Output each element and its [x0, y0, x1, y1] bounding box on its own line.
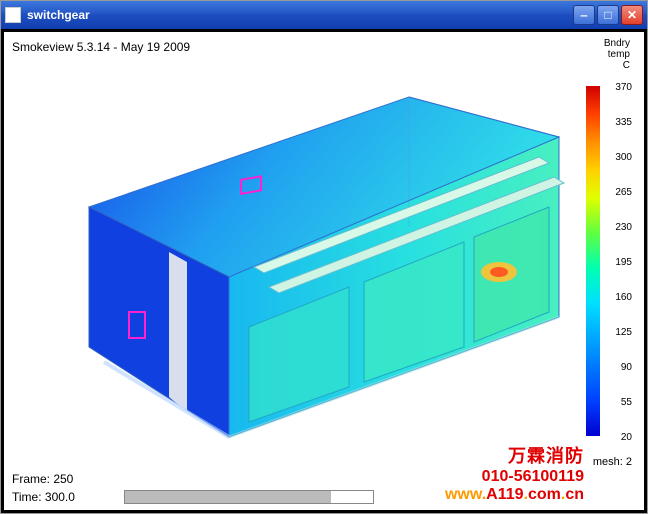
frame-label: Frame: 250	[12, 472, 73, 486]
legend-scale-labels: 370 335 300 265 230 195 160 125 90 55 20	[602, 82, 632, 440]
watermark-line1: 万霖消防	[445, 442, 584, 468]
app-icon	[5, 7, 21, 23]
legend-colorbar	[586, 86, 600, 436]
legend-title: Bndry temp C	[604, 38, 630, 71]
titlebar[interactable]: switchgear ‒ □ ✕	[1, 1, 647, 29]
legend-tick: 230	[615, 222, 632, 233]
legend-title-line: temp	[604, 49, 630, 60]
watermark-url: www.A119.com.cn	[445, 486, 584, 504]
version-text: Smokeview 5.3.14 - May 19 2009	[12, 40, 190, 54]
legend-tick: 370	[615, 82, 632, 93]
app-window: switchgear ‒ □ ✕ Smokeview 5.3.14 - May …	[0, 0, 648, 514]
client-area: Smokeview 5.3.14 - May 19 2009	[1, 29, 647, 513]
maximize-button[interactable]: □	[597, 5, 619, 25]
watermark: 万霖消防 010-56100119 www.A119.com.cn	[445, 442, 584, 504]
legend-tick: 300	[615, 152, 632, 163]
legend-title-line: Bndry	[604, 38, 630, 49]
close-button[interactable]: ✕	[621, 5, 643, 25]
legend-tick: 125	[615, 327, 632, 338]
legend-tick: 90	[621, 362, 632, 373]
watermark-line2: 010-56100119	[445, 468, 584, 486]
legend-tick: 265	[615, 187, 632, 198]
window-title: switchgear	[27, 8, 573, 22]
time-progress-fill	[125, 491, 331, 503]
thermal-3d-view[interactable]	[19, 77, 569, 457]
legend-tick: 160	[615, 292, 632, 303]
legend-title-line: C	[604, 60, 630, 71]
legend-tick: 20	[621, 432, 632, 443]
legend-tick: 195	[615, 257, 632, 268]
render-canvas[interactable]: Smokeview 5.3.14 - May 19 2009	[4, 32, 644, 510]
legend-tick: 335	[615, 117, 632, 128]
legend-tick: 55	[621, 397, 632, 408]
mesh-label: mesh: 2	[593, 456, 632, 468]
time-label: Time: 300.0	[12, 490, 75, 504]
titlebar-buttons: ‒ □ ✕	[573, 5, 643, 25]
minimize-button[interactable]: ‒	[573, 5, 595, 25]
time-progress-bar[interactable]	[124, 490, 374, 504]
